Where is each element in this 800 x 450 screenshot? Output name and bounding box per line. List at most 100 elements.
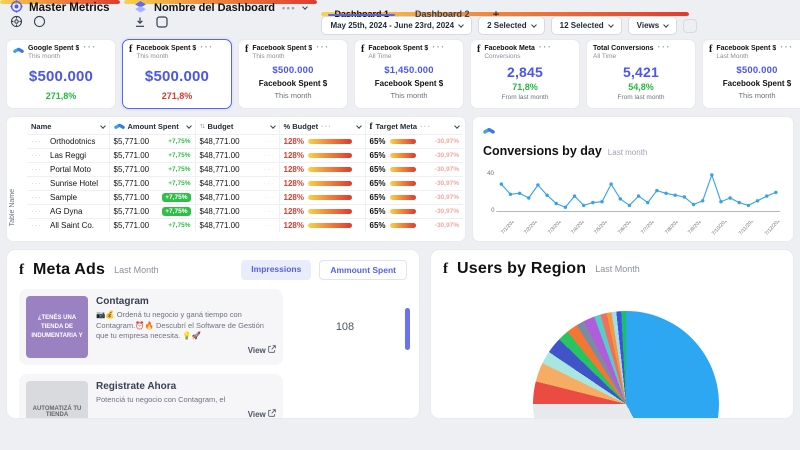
settings-icon[interactable]	[10, 15, 23, 28]
metrics-table: Name Amount Spent ↑↓ Budget % Budget ··· f…	[27, 120, 463, 232]
ad-title: Registrate Ahora	[96, 381, 177, 392]
row-menu-icon[interactable]: ···	[31, 150, 42, 160]
kpi-card[interactable]: f Facebook Spent $ Last Month ··· $500.0…	[702, 39, 800, 109]
facebook-icon: f	[477, 44, 481, 55]
kpi-value: $500.000	[272, 65, 314, 76]
kpi-card[interactable]: f Facebook Spent $ All Time ··· $1,450.0…	[354, 39, 464, 109]
chevron-down-icon[interactable]	[302, 4, 308, 10]
ad-list-item[interactable]: ¿TENÉS UNA TIENDA DE INDUMENTARIA Y Cont…	[19, 289, 407, 365]
layout-settings-icon[interactable]	[683, 18, 698, 33]
column-header-budget[interactable]: ↑↓ Budget	[195, 120, 280, 135]
svg-text:40: 40	[487, 171, 494, 177]
column-header-amount-spent[interactable]: Amount Spent	[109, 120, 196, 135]
row-name: Portal Moto	[50, 164, 91, 174]
dashboard-menu-icon[interactable]: •••	[282, 2, 296, 13]
cell-menu-icon: ···	[263, 192, 275, 202]
kpi-card[interactable]: Total Conversions All Time ··· 5,421 54,…	[586, 39, 696, 109]
target-value: 65%	[369, 220, 386, 230]
add-tab-button[interactable]: +	[492, 7, 500, 21]
column-header-name[interactable]: Name	[27, 120, 110, 135]
kpi-menu-icon[interactable]: ···	[83, 42, 97, 52]
target-bar	[389, 208, 416, 214]
amount-spent-button[interactable]: Ammount Spent	[319, 260, 407, 280]
kpi-subtitle: This month	[252, 53, 285, 60]
tab-dashboard-2[interactable]: Dashboard 2	[414, 9, 470, 19]
kpi-subtitle: All Time	[368, 53, 392, 60]
kpi-metric-label: Facebook Spent $	[722, 79, 792, 88]
budget-value: $48,771.00	[199, 164, 240, 174]
kpi-subtitle: This month	[136, 53, 169, 60]
amount-spent-value: $5,771.00	[113, 136, 150, 146]
table-row[interactable]: ··· AG Dyna $5,771.00 +7,75% $48,771.00 ···…	[27, 204, 463, 219]
row-menu-icon[interactable]: ···	[31, 164, 42, 174]
kpi-delta: 71,8%	[512, 82, 538, 92]
dashboard-icon	[134, 0, 147, 16]
share-icon[interactable]	[156, 16, 168, 28]
tab-dashboard-1[interactable]: Dashboard 1	[321, 9, 402, 19]
line-chart[interactable]: 40 0	[483, 158, 783, 216]
row-name: All Saint Co.	[50, 220, 95, 230]
row-menu-icon[interactable]: ···	[31, 192, 42, 202]
account-icon[interactable]	[33, 15, 46, 28]
row-menu-icon[interactable]: ···	[31, 136, 42, 146]
table-row[interactable]: ··· Orthodotnics $5,771.00 +7,75% $48,771.…	[27, 134, 463, 149]
kpi-period-label: This month	[738, 91, 776, 100]
accounts-filter[interactable]: 2 Selected	[478, 16, 545, 35]
pct-budget-value: 128%	[283, 220, 304, 230]
amount-spent-value: $5,771.00	[113, 206, 150, 216]
ad-list-item[interactable]: AUTOMATIZÁ TU TIENDA Registrate Ahora Po…	[19, 374, 407, 418]
ad-view-link[interactable]: View	[96, 344, 276, 355]
column-menu-icon: ···	[420, 122, 432, 132]
table-row[interactable]: ··· Sample $5,771.00 +7,75% $48,771.00 ··· …	[27, 190, 463, 205]
kpi-menu-icon[interactable]: ···	[780, 42, 794, 52]
table-side-label: Table Name	[9, 188, 16, 227]
row-name: Sample	[50, 192, 78, 202]
date-range-filter[interactable]: May 25th, 2024 - June 23rd, 2024	[321, 16, 473, 35]
kpi-card[interactable]: f Facebook Spent $ This month ··· $500.0…	[238, 39, 348, 109]
kpi-card[interactable]: f Facebook Spent $ This month ··· $500.0…	[122, 39, 232, 109]
chevron-down-icon	[458, 21, 464, 28]
kpi-card[interactable]: f Facebook Meta Conversions ··· 2,845 71…	[470, 39, 580, 109]
table-row[interactable]: ··· Sunrise Hotel $5,771.00 +7,75% $48,771…	[27, 176, 463, 191]
x-axis-label: 7/12/2024	[764, 221, 783, 237]
kpi-delta: 54,8%	[628, 82, 654, 92]
kpi-menu-icon[interactable]: ···	[200, 42, 214, 52]
table-row[interactable]: ··· Portal Moto $5,771.00 +7,75% $48,771.0…	[27, 162, 463, 177]
row-menu-icon[interactable]: ···	[31, 178, 42, 188]
svg-text:0: 0	[491, 208, 495, 214]
row-menu-icon[interactable]: ···	[31, 206, 42, 216]
target-value: 65%	[369, 136, 386, 146]
pie-chart[interactable]	[533, 311, 719, 418]
row-name: Orthodotnics	[50, 136, 96, 146]
facebook-icon: f	[443, 260, 448, 277]
pct-budget-value: 128%	[283, 178, 304, 188]
metrics-filter[interactable]: 12 Selected	[550, 16, 622, 35]
cell-menu-icon: ···	[263, 136, 275, 146]
table-row[interactable]: ··· Las Reggi $5,771.00 +7,75% $48,771.00 ·…	[27, 148, 463, 163]
pct-budget-value: 128%	[283, 192, 304, 202]
kpi-value: 2,845	[506, 64, 544, 80]
amount-delta-badge: +7,75%	[162, 206, 191, 216]
row-menu-icon[interactable]: ···	[31, 220, 42, 230]
users-by-region-card: f Users by Region Last Month	[430, 249, 794, 419]
facebook-icon: f	[19, 261, 24, 278]
ad-title: Contagram	[96, 296, 149, 307]
kpi-menu-icon[interactable]: ···	[316, 42, 330, 52]
kpi-menu-icon[interactable]: ···	[538, 42, 553, 52]
column-menu-icon: ···	[321, 122, 333, 132]
kpi-menu-icon[interactable]: ···	[432, 42, 446, 52]
kpi-card[interactable]: Google Spent $ This month ··· $500.000 2…	[6, 39, 116, 109]
amount-delta: +7,75%	[168, 165, 191, 173]
column-header-pct-budget[interactable]: % Budget ···	[279, 120, 366, 135]
kpi-period-label: This month	[390, 91, 428, 100]
kpi-subtitle: All Time	[593, 53, 617, 60]
kpi-menu-icon[interactable]: ···	[657, 42, 672, 52]
impressions-button[interactable]: Impressions	[241, 260, 312, 280]
column-header-target-meta[interactable]: f Target Meta ···	[365, 120, 463, 135]
views-dropdown[interactable]: Views	[627, 16, 678, 35]
ad-view-link[interactable]: View	[96, 408, 276, 418]
ad-creative-image: AUTOMATIZÁ TU TIENDA	[26, 381, 88, 418]
scrollbar-thumb[interactable]	[405, 308, 410, 350]
export-icon[interactable]	[134, 16, 146, 28]
table-row[interactable]: ··· All Saint Co. $5,771.00 +7,75% $48,771…	[27, 218, 463, 232]
